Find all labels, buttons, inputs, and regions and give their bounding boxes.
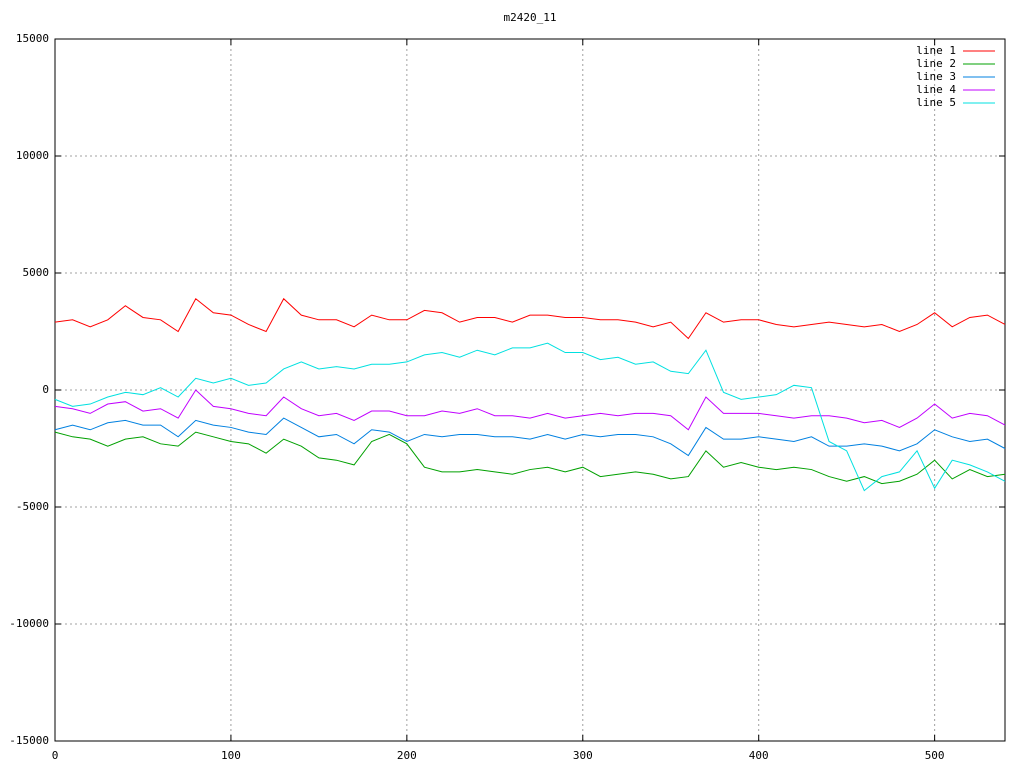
y-tick-label: -10000 [9,617,49,630]
plot-border [54,38,1006,742]
legend-label: line 3 [916,70,956,83]
x-tick-label: 400 [749,749,769,762]
legend-label: line 5 [916,96,956,109]
x-tick-label: 100 [221,749,241,762]
data-line [54,431,1006,485]
x-tick-label: 200 [397,749,417,762]
data-line [54,417,1006,457]
legend-label: line 4 [916,83,956,96]
x-tick-label: 300 [573,749,593,762]
legend-label: line 1 [916,44,956,57]
y-tick-label: 0 [42,383,49,396]
y-tick-label: -5000 [16,500,49,513]
data-line [54,342,1006,492]
x-tick-label: 500 [925,749,945,762]
y-tick-label: 5000 [23,266,50,279]
chart-title: m2420_11 [504,11,557,24]
y-tick-label: 10000 [16,149,49,162]
y-tick-label: 15000 [16,32,49,45]
y-tick-label: -15000 [9,734,49,747]
data-line [54,297,1006,340]
data-line [54,389,1006,431]
x-tick-label: 0 [52,749,59,762]
legend-label: line 2 [916,57,956,70]
